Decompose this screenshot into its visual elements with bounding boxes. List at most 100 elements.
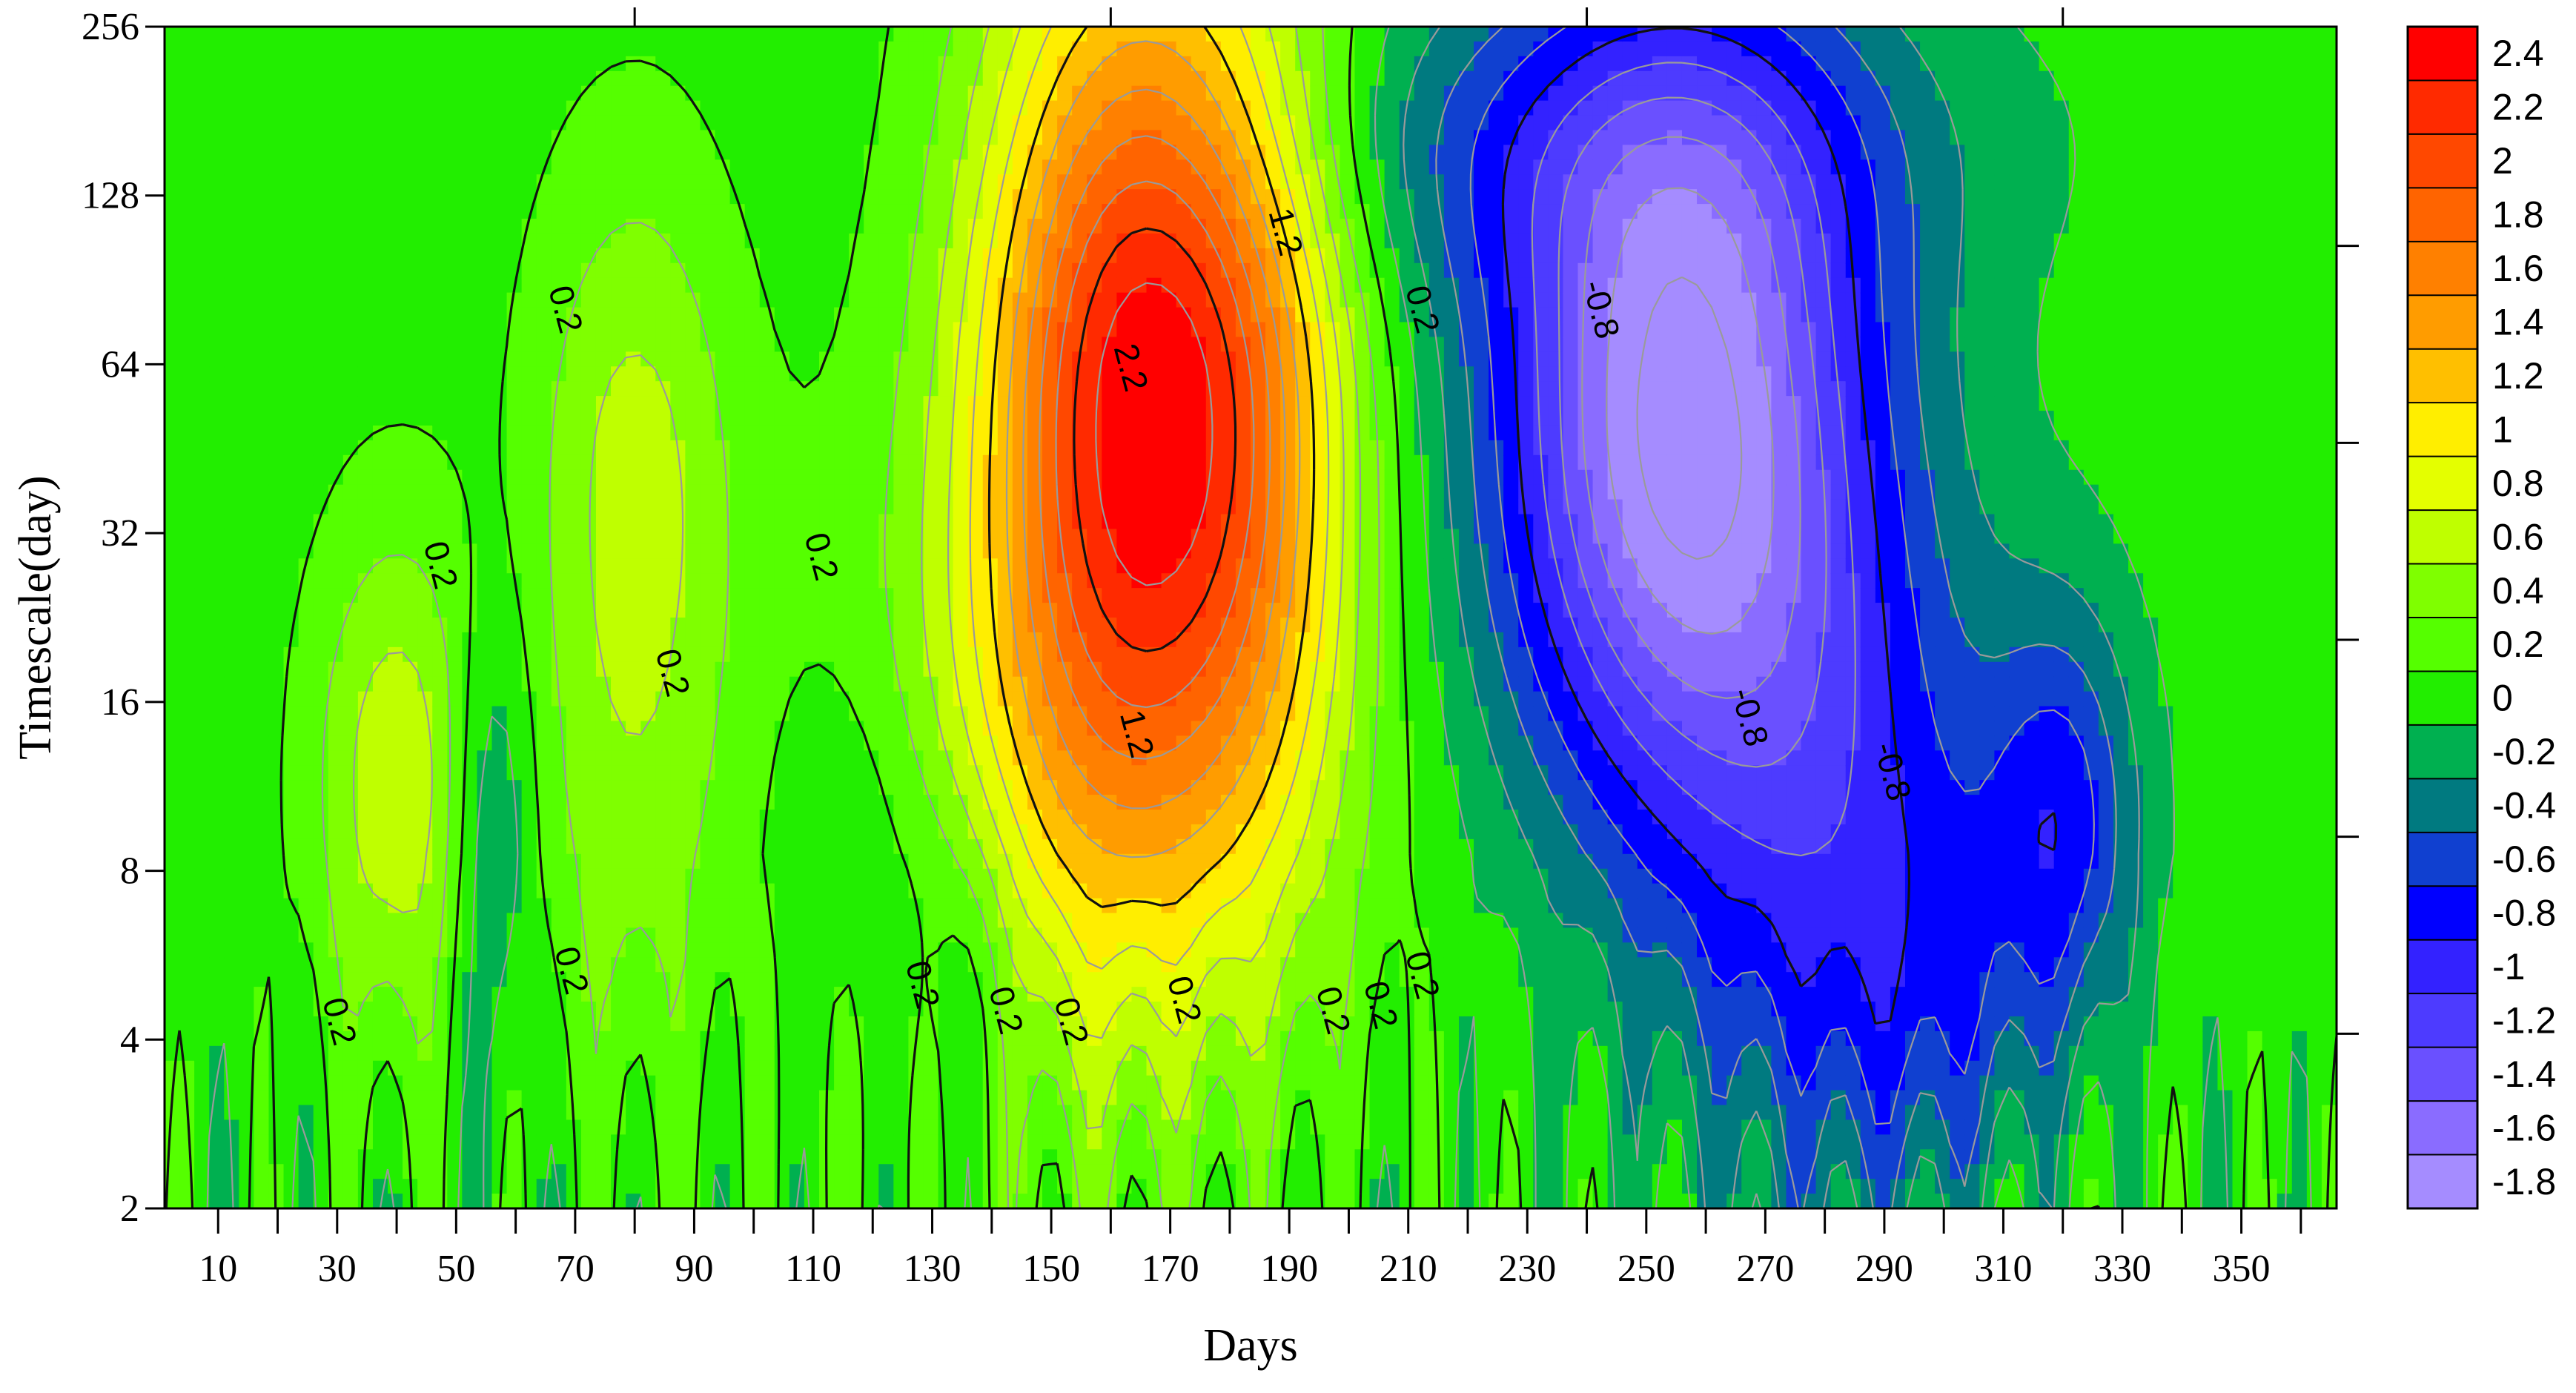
heatmap-cell [342, 957, 359, 973]
heatmap-cell [774, 838, 790, 855]
heatmap-cell [179, 145, 196, 161]
heatmap-cell [328, 189, 344, 205]
heatmap-cell [357, 130, 374, 146]
heatmap-cell [670, 1045, 686, 1062]
heatmap-cell [908, 1119, 924, 1136]
heatmap-cell [729, 469, 746, 486]
heatmap-cell [655, 735, 672, 752]
heatmap-cell [283, 588, 299, 603]
heatmap-cell [774, 115, 790, 131]
heatmap-cell [194, 543, 211, 560]
heatmap-cell [388, 248, 403, 264]
heatmap-cell [715, 85, 731, 102]
heatmap-cell [224, 307, 240, 323]
heatmap-cell [254, 1119, 270, 1136]
heatmap-cell [611, 85, 627, 102]
heatmap-cell [432, 499, 448, 515]
heatmap-cell [938, 248, 954, 264]
heatmap-cell [209, 277, 225, 294]
heatmap-cell [194, 795, 211, 810]
heatmap-cell [729, 499, 746, 515]
heatmap-cell [715, 913, 731, 929]
heatmap-cell [997, 750, 1013, 767]
heatmap-cell [298, 277, 314, 294]
heatmap-cell [923, 735, 939, 752]
heatmap-cell [566, 381, 582, 397]
heatmap-cell [536, 868, 552, 884]
heatmap-cell [997, 957, 1013, 973]
heatmap-cell [268, 853, 285, 870]
heatmap-cell [328, 1149, 344, 1165]
heatmap-cell [268, 735, 285, 752]
heatmap-cell [878, 765, 895, 781]
heatmap-cell [595, 145, 612, 161]
heatmap-cell [165, 543, 180, 560]
heatmap-cell [328, 795, 344, 810]
heatmap-cell [640, 204, 657, 219]
heatmap-cell [834, 706, 850, 722]
heatmap-cell [298, 56, 314, 72]
heatmap-cell [462, 1134, 478, 1151]
heatmap-cell [997, 248, 1013, 264]
heatmap-cell [403, 277, 419, 294]
heatmap-cell [194, 721, 211, 737]
heatmap-cell [789, 573, 805, 589]
heatmap-cell [729, 661, 746, 678]
heatmap-cell [700, 1105, 716, 1121]
heatmap-cell [462, 676, 478, 692]
heatmap-cell [551, 396, 567, 411]
heatmap-cell [1057, 632, 1073, 648]
heatmap-cell [372, 543, 388, 560]
heatmap-cell [298, 987, 314, 1002]
heatmap-cell [506, 396, 523, 411]
heatmap-cell [477, 661, 493, 678]
heatmap-cell [1042, 1164, 1059, 1180]
heatmap-cell [566, 115, 582, 131]
heatmap-cell [834, 529, 850, 545]
heatmap-cell [298, 927, 314, 944]
heatmap-cell [298, 381, 314, 397]
heatmap-cell [179, 898, 196, 914]
heatmap-cell [165, 691, 180, 707]
heatmap-cell [715, 70, 731, 87]
heatmap-cell [417, 366, 434, 383]
heatmap-cell [849, 425, 865, 441]
heatmap-cell [1027, 529, 1043, 545]
heatmap-cell [849, 942, 865, 959]
heatmap-cell [179, 1075, 196, 1091]
heatmap-cell [477, 233, 493, 249]
heatmap-cell [239, 322, 255, 338]
heatmap-cell [165, 248, 180, 264]
heatmap-cell [388, 942, 403, 959]
heatmap-cell [417, 499, 434, 515]
heatmap-cell [715, 735, 731, 752]
heatmap-cell [819, 913, 835, 929]
heatmap-cell [640, 100, 657, 116]
heatmap-cell [462, 913, 478, 929]
heatmap-cell [864, 1134, 880, 1151]
heatmap-cell [864, 1164, 880, 1180]
heatmap-cell [179, 588, 196, 603]
heatmap-cell [997, 1164, 1013, 1180]
heatmap-cell [521, 838, 537, 855]
heatmap-cell [878, 1045, 895, 1062]
heatmap-cell [165, 632, 180, 648]
heatmap-cell [700, 322, 716, 338]
heatmap-cell [298, 27, 314, 42]
heatmap-cell [194, 484, 211, 500]
heatmap-cell [729, 425, 746, 441]
heatmap-cell [834, 381, 850, 397]
heatmap-cell [506, 145, 523, 161]
heatmap-cell [254, 691, 270, 707]
heatmap-cell [254, 277, 270, 294]
heatmap-cell [953, 337, 969, 353]
heatmap-cell [521, 1105, 537, 1121]
heatmap-cell [908, 366, 924, 383]
heatmap-cell [313, 366, 329, 383]
heatmap-cell [1057, 100, 1073, 116]
heatmap-cell [834, 85, 850, 102]
heatmap-cell [536, 351, 552, 368]
heatmap-cell [1012, 411, 1028, 426]
heatmap-cell [967, 100, 984, 116]
heatmap-cell [789, 27, 805, 42]
